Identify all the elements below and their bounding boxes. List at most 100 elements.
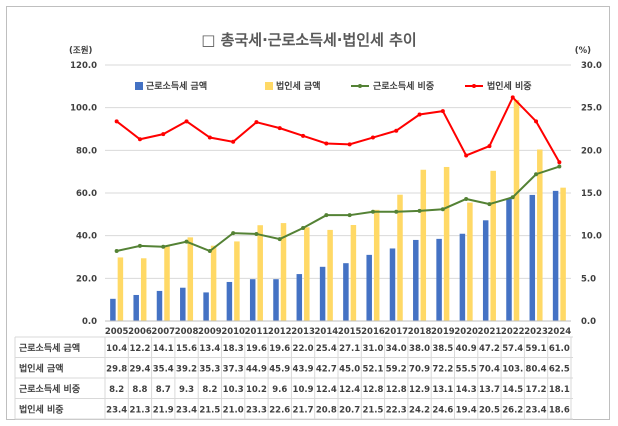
x-tick-label: 2013: [291, 327, 315, 337]
bar-corporate-tax: [234, 241, 240, 321]
table-cell-labor-income-tax-share: 13.1: [432, 385, 453, 395]
table-cell-corporate-tax: 70.4: [479, 364, 500, 374]
point-labor-income-tax-share: [510, 195, 515, 200]
y2-tick-label: 0.0: [581, 317, 596, 327]
point-corporate-tax-share: [510, 95, 515, 100]
point-labor-income-tax-share: [161, 244, 166, 249]
table-cell-labor-income-tax-share: 12.8: [386, 385, 407, 395]
bar-labor-income-tax: [203, 292, 209, 321]
table-cell-labor-income-tax: 31.0: [362, 344, 383, 354]
table-cell-corporate-tax: 80.4: [526, 364, 547, 374]
point-labor-income-tax-share: [114, 249, 119, 254]
table-cell-labor-income-tax-share: 12.9: [409, 385, 430, 395]
legend-marker-corporate-tax-share: [472, 84, 476, 88]
y2-tick-label: 10.0: [581, 232, 602, 242]
table-cell-corporate-tax-share: 23.3: [246, 405, 267, 415]
bar-labor-income-tax: [389, 248, 396, 321]
x-tick-label: 2021: [478, 327, 502, 337]
y2-tick-label: 5.0: [581, 274, 596, 284]
table-cell-labor-income-tax-share: 10.3: [223, 385, 244, 395]
bar-corporate-tax: [490, 170, 496, 321]
x-tick-label: 2014: [315, 327, 339, 337]
y-tick-label: 20.0: [76, 274, 97, 284]
point-corporate-tax-share: [254, 120, 259, 125]
table-cell-corporate-tax-share: 24.6: [432, 405, 453, 415]
point-corporate-tax-share: [301, 133, 306, 138]
table-cell-labor-income-tax: 38.5: [432, 344, 453, 354]
bar-corporate-tax: [537, 149, 543, 321]
table-cell-labor-income-tax: 25.4: [316, 344, 337, 354]
bar-corporate-tax: [280, 223, 287, 321]
table-cell-corporate-tax-share: 20.5: [479, 405, 500, 415]
bar-corporate-tax: [397, 194, 403, 321]
table-cell-corporate-tax-share: 22.3: [386, 405, 407, 415]
bar-corporate-tax: [327, 229, 333, 321]
grid: [105, 64, 571, 279]
table-cell-labor-income-tax: 10.4: [106, 344, 127, 354]
table-cell-corporate-tax: 45.0: [339, 364, 360, 374]
table-cell-corporate-tax: 44.9: [246, 364, 267, 374]
bar-labor-income-tax: [343, 263, 349, 321]
point-corporate-tax-share: [207, 135, 212, 140]
bar-labor-income-tax: [133, 294, 139, 321]
table-cell-labor-income-tax-share: 12.8: [362, 385, 383, 395]
point-corporate-tax-share: [137, 137, 142, 142]
x-tick-label: 2024: [548, 327, 572, 337]
x-tick-label: 2009: [198, 327, 222, 337]
legend-label-corporate-tax-share: 법인세 비중: [487, 80, 532, 92]
table-cell-corporate-tax-share: 20.7: [339, 405, 360, 415]
table-cell-labor-income-tax: 12.2: [129, 344, 150, 354]
legend-swatch-labor-income-tax: [135, 82, 143, 90]
lines: [114, 95, 562, 254]
point-labor-income-tax-share: [231, 231, 236, 236]
point-corporate-tax-share: [161, 132, 166, 137]
table-cell-labor-income-tax-share: 12.4: [339, 385, 360, 395]
y-tick-label: 120.0: [70, 61, 97, 71]
table-cell-corporate-tax: 70.9: [409, 364, 430, 374]
table-cell-corporate-tax-share: 21.9: [153, 405, 174, 415]
table-cell-corporate-tax: 45.9: [269, 364, 290, 374]
point-corporate-tax-share: [440, 109, 445, 114]
table-cell-labor-income-tax: 13.4: [199, 344, 220, 354]
chart: □ 총국세·근로소득세·법인세 추이 (조원) (%) 0.0 20.0 40.0 6…: [14, 31, 602, 420]
point-labor-income-tax-share: [534, 172, 539, 177]
point-corporate-tax-share: [324, 141, 329, 146]
line-labor-income-tax-share: [116, 165, 560, 253]
bar-labor-income-tax: [273, 279, 279, 321]
bar-labor-income-tax: [226, 281, 233, 321]
bar-corporate-tax: [350, 225, 357, 321]
table-cell-labor-income-tax-share: 13.7: [479, 385, 500, 395]
table-cell-labor-income-tax: 14.1: [153, 344, 174, 354]
data-table: 근로소득세 금액 10.4 12.2 14.1 15.6 13.4 18.3 19.6 19.6…: [14, 336, 573, 420]
table-cell-corporate-tax-share: 21.3: [129, 405, 150, 415]
y-tick-label: 0.0: [82, 317, 97, 327]
y-tick-label: 60.0: [76, 189, 97, 199]
table-cell-corporate-tax: 103.: [502, 364, 523, 374]
x-tick-label: 2012: [268, 327, 292, 337]
x-tick-label: 2022: [501, 327, 525, 337]
table-cell-corporate-tax: 42.7: [316, 364, 337, 374]
table-cell-labor-income-tax-share: 17.2: [526, 385, 547, 395]
table-cell-labor-income-tax-share: 10.9: [293, 385, 314, 395]
table-cell-corporate-tax-share: 21.7: [293, 405, 314, 415]
bar-labor-income-tax: [180, 287, 186, 321]
bar-labor-income-tax: [249, 279, 256, 321]
point-labor-income-tax-share: [557, 164, 562, 169]
bar-labor-income-tax: [413, 239, 419, 321]
table-cell-labor-income-tax: 34.0: [386, 344, 407, 354]
table-cell-corporate-tax: 37.3: [223, 364, 244, 374]
y-tick-label: 100.0: [70, 104, 97, 114]
bar-corporate-tax: [257, 225, 263, 321]
table-cell-corporate-tax: 35.3: [199, 364, 220, 374]
table-cell-labor-income-tax: 18.3: [223, 344, 244, 354]
point-labor-income-tax-share: [417, 208, 422, 213]
y2-tick-label: 15.0: [581, 189, 602, 199]
y2-tick-label: 30.0: [581, 61, 602, 71]
point-labor-income-tax-share: [370, 209, 375, 214]
table-cell-corporate-tax-share: 21.0: [223, 405, 244, 415]
table-cell-corporate-tax-share: 23.4: [176, 405, 197, 415]
table-cell-corporate-tax-share: 26.2: [502, 405, 523, 415]
table-cell-corporate-tax-share: 19.4: [456, 405, 477, 415]
table-cell-corporate-tax-share: 23.4: [106, 405, 127, 415]
x-tick-label: 2015: [338, 327, 362, 337]
